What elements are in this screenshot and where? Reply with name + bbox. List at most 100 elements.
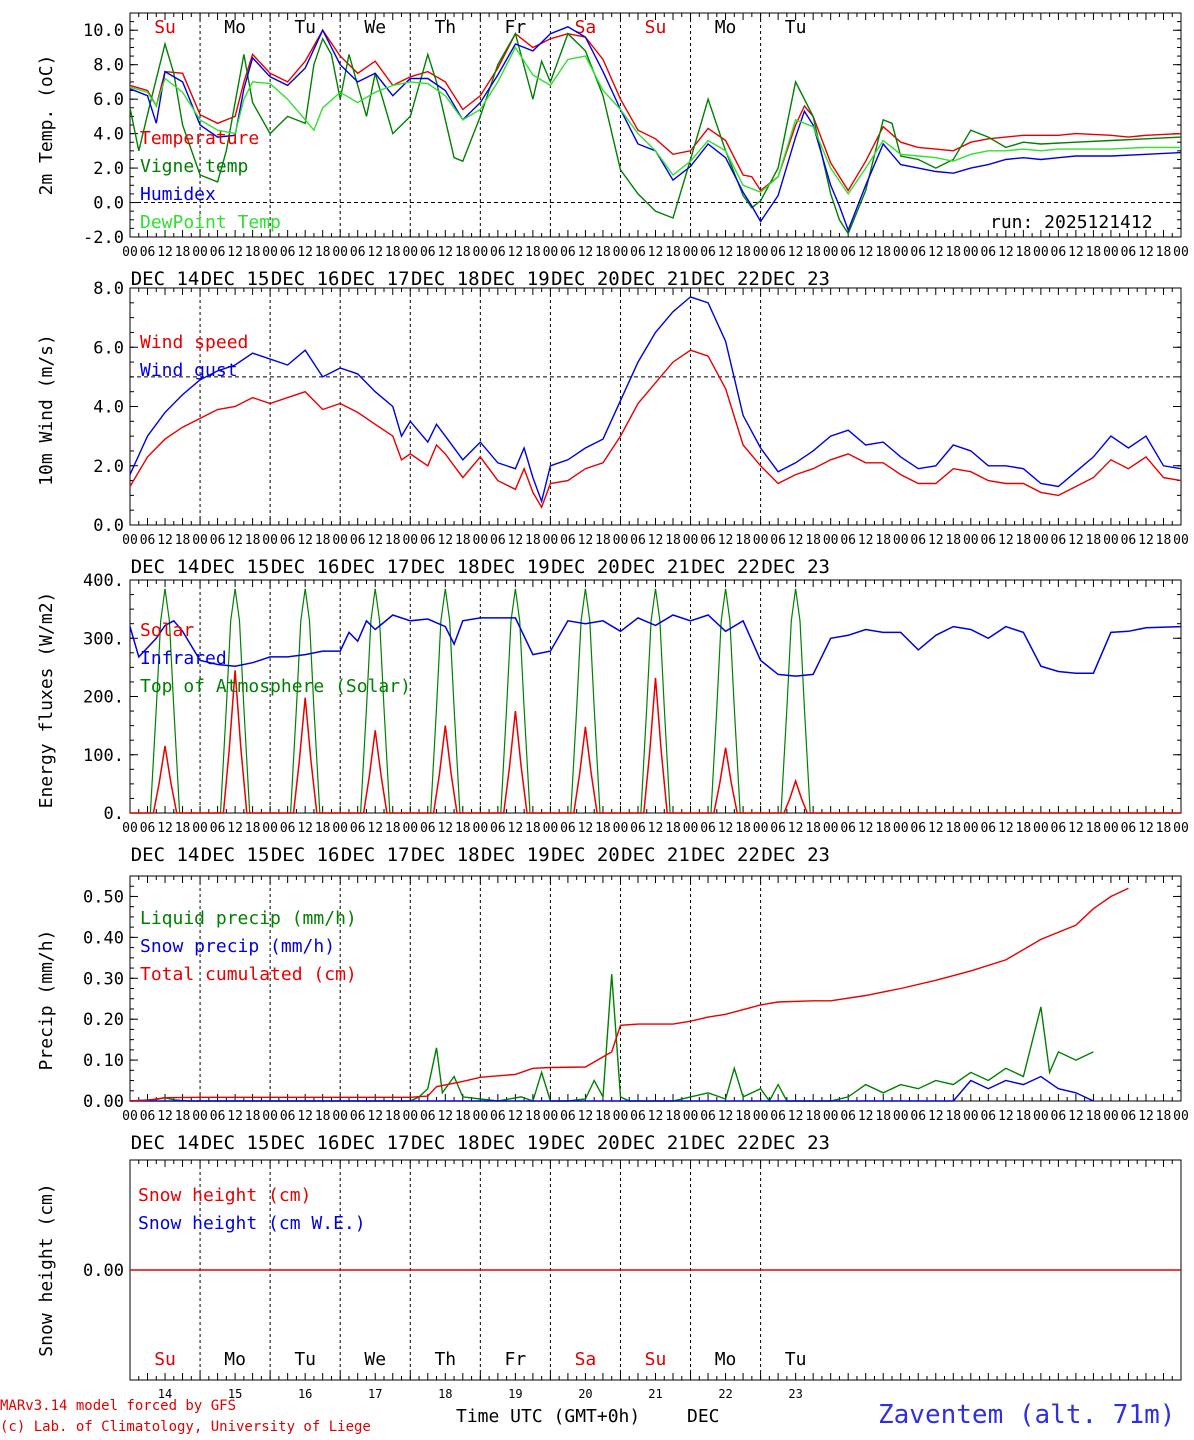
weekday-label: Th	[434, 1349, 456, 1370]
legend-entry: Infrared	[140, 648, 227, 669]
hour-label: 00	[332, 245, 348, 260]
hour-label: 00	[683, 533, 699, 548]
weekday-label: Fr	[505, 1349, 527, 1370]
hour-label: 18	[175, 821, 191, 836]
hour-label: 18	[385, 1109, 401, 1124]
hour-label: 00	[823, 1109, 839, 1124]
hour-label: 06	[560, 1109, 576, 1124]
hour-label: 12	[578, 1109, 594, 1124]
weekday-label: Tu	[294, 1349, 316, 1370]
hour-label: 00	[613, 245, 629, 260]
date-label: DEC 15	[201, 268, 270, 290]
hour-label: 06	[280, 1109, 296, 1124]
run-annotation: run: 2025121412	[990, 212, 1153, 233]
hour-label: 12	[998, 1109, 1014, 1124]
y-tick-label: 100.	[83, 746, 124, 766]
hour-label: 06	[280, 821, 296, 836]
hour-label: 00	[963, 533, 979, 548]
hour-label: 06	[1121, 1109, 1137, 1124]
hour-label: 00	[402, 245, 418, 260]
hour-label: 18	[245, 533, 261, 548]
hour-label: 12	[858, 1109, 874, 1124]
legend-entry: Temperature	[140, 128, 259, 149]
date-label: DEC 21	[621, 556, 690, 578]
date-label: DEC 16	[271, 556, 340, 578]
hour-label: 18	[315, 1109, 331, 1124]
hour-label: 00	[1103, 821, 1119, 836]
hour-label: 06	[910, 533, 926, 548]
hour-label: 18	[1156, 821, 1172, 836]
hour-label: 12	[1138, 1109, 1154, 1124]
date-label: DEC 22	[691, 844, 760, 866]
y-tick-label: 0.10	[83, 1051, 124, 1071]
hour-label: 12	[437, 533, 453, 548]
hour-label: 06	[700, 245, 716, 260]
hour-label: 00	[1173, 821, 1189, 836]
hour-label: 00	[262, 821, 278, 836]
hour-label: 06	[770, 245, 786, 260]
hour-label: 18	[875, 1109, 891, 1124]
weekday-label: Sa	[575, 17, 597, 38]
hour-label: 00	[613, 821, 629, 836]
x-axis-label: Time UTC (GMT+0h)	[456, 1406, 641, 1427]
hour-label: 00	[122, 821, 138, 836]
hour-label: 00	[192, 245, 208, 260]
hour-label: 12	[508, 821, 524, 836]
hour-label: 00	[963, 1109, 979, 1124]
date-label: DEC 17	[341, 1132, 410, 1154]
hour-label: 06	[560, 533, 576, 548]
hour-label: 12	[928, 533, 944, 548]
y-tick-label: 200.	[83, 688, 124, 708]
hour-label: 12	[578, 821, 594, 836]
day-number-label: 20	[578, 1387, 592, 1401]
legend-entry: Wind gust	[140, 360, 238, 381]
hour-label: 00	[1173, 533, 1189, 548]
date-label: DEC 19	[481, 844, 550, 866]
hour-label: 00	[893, 821, 909, 836]
date-label: DEC 23	[761, 1132, 830, 1154]
hour-label: 06	[840, 245, 856, 260]
hour-label: 18	[385, 245, 401, 260]
y-tick-label: -2.0	[83, 228, 124, 248]
hour-label: 00	[192, 821, 208, 836]
hour-label: 18	[945, 821, 961, 836]
hour-label: 06	[840, 1109, 856, 1124]
hour-label: 12	[437, 245, 453, 260]
y-tick-label: 0.50	[83, 887, 124, 907]
hour-label: 00	[402, 821, 418, 836]
hour-label: 18	[315, 245, 331, 260]
hour-label: 06	[280, 245, 296, 260]
hour-label: 06	[420, 245, 436, 260]
y-axis-label: 2m Temp. (oC)	[36, 55, 57, 196]
hour-label: 06	[980, 1109, 996, 1124]
hour-label: 00	[262, 245, 278, 260]
hour-label: 06	[770, 821, 786, 836]
hour-label: 18	[875, 821, 891, 836]
hour-label: 06	[140, 533, 156, 548]
hour-label: 06	[490, 1109, 506, 1124]
hour-label: 18	[805, 245, 821, 260]
hour-label: 06	[1121, 821, 1137, 836]
weekday-label: Su	[154, 17, 176, 38]
date-label: DEC 21	[621, 1132, 690, 1154]
series-line-2	[129, 26, 1182, 233]
y-tick-label: 400.	[83, 571, 124, 591]
y-tick-label: 0.	[104, 804, 124, 824]
weekday-label: Mo	[715, 17, 737, 38]
hour-label: 18	[245, 245, 261, 260]
date-label: DEC 18	[411, 556, 480, 578]
hour-label: 18	[525, 533, 541, 548]
y-tick-label: 4.0	[93, 125, 124, 145]
hour-label: 00	[473, 1109, 489, 1124]
y-tick-label: 10.0	[83, 21, 124, 41]
hour-label: 12	[157, 245, 173, 260]
hour-label: 12	[578, 533, 594, 548]
hour-label: 12	[367, 245, 383, 260]
hour-label: 12	[648, 533, 664, 548]
y-tick-label: 0.00	[83, 1261, 124, 1281]
hour-label: 00	[1173, 1109, 1189, 1124]
hour-label: 00	[262, 533, 278, 548]
hour-label: 18	[805, 821, 821, 836]
date-label: DEC 16	[271, 844, 340, 866]
y-tick-label: 8.0	[93, 279, 124, 299]
